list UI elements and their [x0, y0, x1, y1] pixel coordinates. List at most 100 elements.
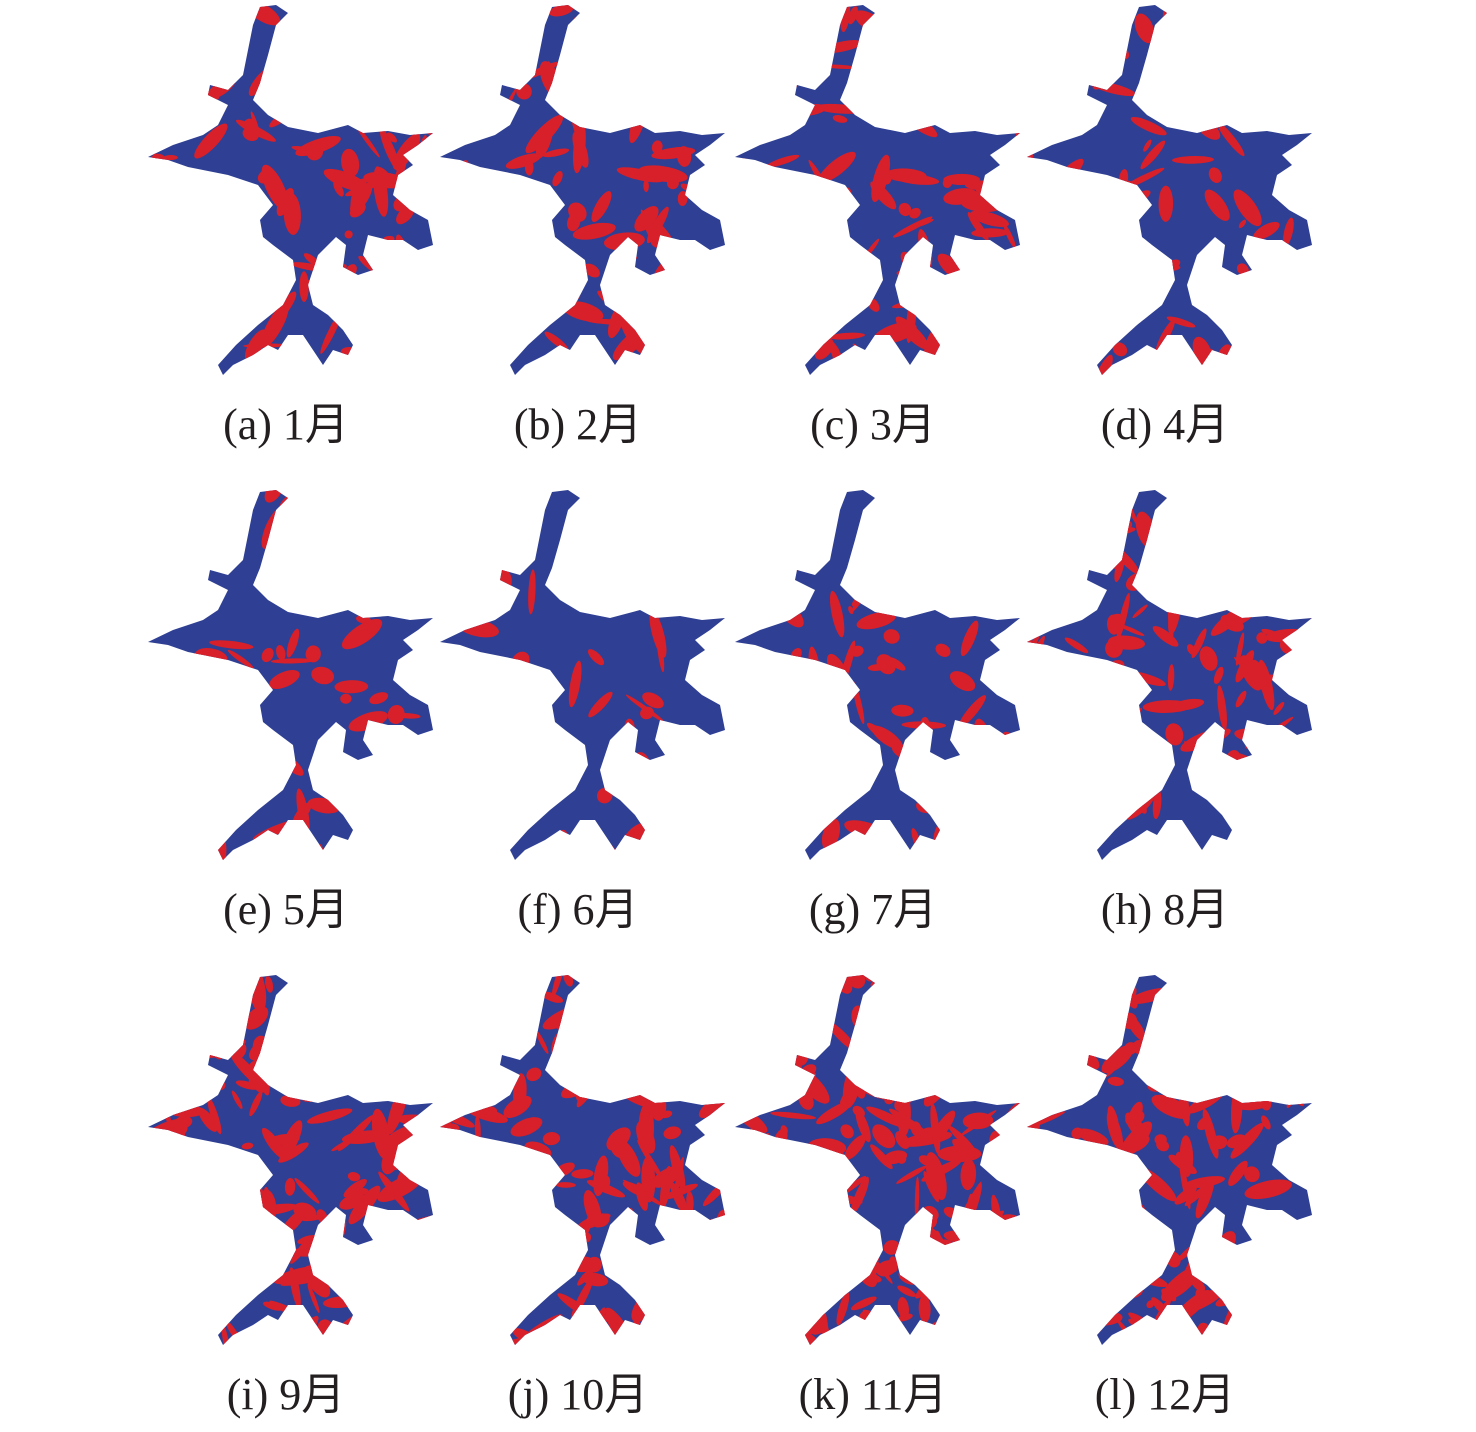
water-patch [261, 647, 274, 663]
water-patch [304, 1265, 331, 1298]
water-patch [375, 1254, 387, 1267]
water-patch [528, 569, 536, 615]
water-patch [397, 1131, 409, 1143]
water-patch [1175, 507, 1186, 520]
water-patch [651, 20, 660, 30]
water-patch [390, 1003, 412, 1026]
water-patch [755, 975, 774, 984]
water-patch [1027, 1161, 1045, 1197]
water-patch [319, 267, 336, 284]
water-patch [663, 1126, 682, 1140]
water-patch [987, 1065, 1000, 1080]
water-patch [352, 1258, 375, 1282]
water-patch [664, 45, 692, 63]
red-patches [148, 5, 433, 375]
water-patch [706, 1138, 715, 1151]
water-patch [848, 606, 854, 615]
water-patch [148, 1301, 182, 1320]
water-patch [172, 78, 193, 98]
water-patch [666, 177, 679, 190]
water-patch [183, 1066, 197, 1083]
water-patch [340, 563, 386, 582]
water-patch [1048, 226, 1077, 238]
water-patch [304, 94, 315, 116]
water-patch [1293, 508, 1312, 539]
water-patch [416, 29, 433, 35]
panel-caption: (j) 10月 [508, 1370, 649, 1419]
water-patch [744, 1299, 757, 1334]
water-patch [1254, 757, 1272, 767]
water-patch [884, 975, 904, 1019]
water-patch [1027, 857, 1053, 860]
water-patch [1301, 674, 1312, 695]
water-patch [565, 1061, 604, 1080]
water-patch [514, 490, 521, 500]
water-patch [235, 1080, 259, 1090]
water-patch [1241, 856, 1260, 860]
water-patch [341, 148, 360, 178]
water-patch [1047, 1274, 1065, 1292]
water-patch [1101, 1045, 1134, 1074]
water-patch [148, 342, 156, 359]
water-patch [606, 845, 618, 860]
water-patch [1223, 30, 1232, 61]
water-patch [1183, 1176, 1226, 1189]
water-patch [827, 276, 848, 297]
water-patch [386, 775, 409, 810]
water-patch [378, 1171, 410, 1212]
water-patch [227, 198, 262, 211]
water-patch [164, 1317, 200, 1345]
water-patch [1270, 350, 1283, 375]
water-patch [749, 562, 799, 581]
water-patch [758, 1151, 782, 1173]
water-patch [777, 813, 786, 860]
water-patch [230, 998, 247, 1011]
water-patch [487, 1344, 510, 1345]
water-patch [1015, 129, 1020, 144]
water-patch [184, 834, 224, 860]
water-patch [701, 1290, 725, 1308]
water-patch [818, 52, 827, 63]
water-patch [440, 1079, 444, 1095]
water-patch [735, 720, 758, 752]
water-patch [749, 180, 768, 198]
water-patch [1032, 716, 1054, 756]
water-patch [668, 500, 716, 519]
water-patch [770, 1111, 817, 1120]
water-patch [856, 611, 897, 630]
water-patch [612, 991, 627, 1016]
water-patch [646, 206, 669, 244]
water-patch [1179, 490, 1191, 516]
water-patch [774, 1214, 787, 1248]
water-patch [632, 1316, 644, 1345]
water-patch [1181, 490, 1196, 504]
water-patch [735, 340, 749, 363]
water-patch [1094, 313, 1136, 328]
water-patch [556, 548, 572, 567]
water-patch [1297, 1043, 1310, 1060]
water-patch [482, 1106, 498, 1116]
water-patch [365, 1042, 407, 1053]
water-patch [474, 690, 482, 700]
water-patch [167, 1005, 179, 1054]
water-patch [918, 1155, 935, 1167]
water-patch [1225, 596, 1258, 604]
water-patch [448, 235, 481, 254]
water-patch [1106, 1110, 1124, 1151]
water-patch [918, 561, 954, 582]
water-patch [384, 536, 399, 552]
water-patch [662, 98, 677, 116]
water-patch [203, 1021, 224, 1060]
water-patch [798, 1230, 803, 1265]
water-patch [526, 1067, 542, 1082]
water-patch [735, 1026, 752, 1058]
water-patch [483, 1177, 496, 1188]
water-patch [1288, 1142, 1309, 1162]
water-patch [1126, 1134, 1150, 1153]
water-patch [1082, 551, 1100, 562]
water-patch [1301, 1319, 1312, 1345]
water-patch [932, 1254, 947, 1268]
water-patch [1108, 975, 1125, 1003]
water-patch [471, 1075, 489, 1082]
water-patch [317, 264, 347, 280]
